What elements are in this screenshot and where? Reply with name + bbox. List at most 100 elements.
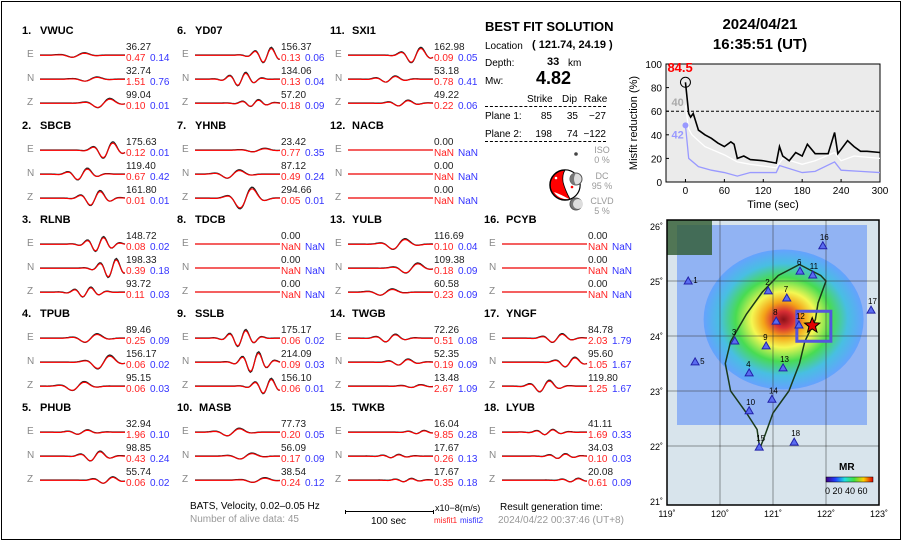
taiwan-coastline: [724, 263, 827, 450]
station-name: YHNB: [195, 120, 227, 132]
station-triangle-icon: [866, 305, 876, 314]
amplitude-value: 0.00: [434, 137, 454, 148]
station-name: VWUC: [40, 25, 74, 37]
misfit2-value: 0.02: [150, 360, 170, 371]
amplitude-value: 93.72: [126, 279, 152, 290]
amplitude-value: 77.73: [281, 419, 307, 430]
misfit1-value: 2.03: [588, 336, 608, 347]
synthetic-trace: [195, 148, 280, 153]
misfit-reduction-heatmap: [703, 249, 864, 390]
station-name: YD07: [195, 25, 223, 37]
misfit2-value: NaN: [458, 172, 479, 183]
iso-value: 0 %: [594, 155, 610, 165]
misfit1-value: NaN: [588, 290, 609, 301]
misfit1-value: 0.17: [281, 454, 301, 465]
station-triangle-icon: [778, 362, 788, 372]
misfit2-value: 0.01: [305, 196, 325, 207]
misfit1-value: 0.43: [126, 454, 146, 465]
depth-value: 33: [547, 56, 560, 68]
generation-time-value: 2024/04/22 00:37:46 (UT+8): [498, 515, 624, 526]
misfit1-value: 0.24: [281, 478, 301, 489]
amplitude-value: 0.00: [434, 161, 454, 172]
station-triangle-icon: [683, 275, 694, 285]
station-name: TDCB: [195, 214, 226, 226]
station-map-label: 9: [763, 333, 768, 342]
component-label: Z: [27, 97, 34, 108]
amplitude-value: 16.04: [434, 419, 460, 430]
plane-strike: 85: [540, 111, 552, 122]
amplitude-value: 0.00: [588, 255, 608, 266]
synthetic-trace: [502, 429, 587, 436]
component-label: E: [489, 332, 496, 343]
misfit2-value: 0.09: [458, 266, 478, 277]
misfit2-value: 0.24: [305, 172, 325, 183]
misfit1-value: 1.51: [126, 77, 146, 88]
synthetic-trace: [40, 76, 125, 82]
component-label: E: [182, 332, 189, 343]
dc-percent: DC 95 %: [588, 171, 616, 191]
component-label: E: [489, 238, 496, 249]
station-map-label: 18: [791, 429, 800, 438]
component-label: Z: [335, 97, 342, 108]
synthetic-trace: [195, 453, 280, 460]
station-number: 1.: [22, 25, 32, 37]
station-number: 8.: [177, 214, 187, 226]
colorbar-title: MR: [839, 462, 855, 473]
misfit1-legend: misfit1: [434, 516, 458, 525]
amplitude-value: 99.04: [126, 90, 152, 101]
amplitude-value: 87.12: [281, 161, 307, 172]
mechanism-component-icons: [569, 152, 583, 211]
synthetic-trace: [195, 352, 281, 373]
misfit1-value: 0.51: [434, 336, 454, 347]
misfit2-value: NaN: [612, 266, 633, 277]
y-tick-label: 40: [651, 131, 663, 142]
misfit1-value: 0.20: [281, 430, 301, 441]
misfit1-value: 0.61: [588, 478, 608, 489]
station-triangle-icon: [795, 266, 805, 275]
misfit2-value: NaN: [305, 290, 326, 301]
y-tick-label: 20: [651, 154, 663, 165]
component-label: E: [27, 332, 34, 343]
amplitude-value: 17.67: [434, 467, 460, 478]
station-number: 7.: [177, 120, 187, 132]
series-best-line: [684, 82, 881, 165]
synthetic-trace: [348, 334, 433, 343]
station-name: TPUB: [40, 308, 70, 320]
component-label: Z: [182, 192, 189, 203]
component-label: Z: [182, 286, 189, 297]
synthetic-trace: [502, 453, 588, 459]
station-number: 13.: [330, 214, 346, 226]
station-map-label: 6: [797, 258, 802, 267]
station-number: 16.: [484, 214, 500, 226]
misfit2-value: 0.06: [458, 101, 478, 112]
station-name: YULB: [352, 214, 382, 226]
synthetic-trace: [195, 99, 281, 107]
station-number: 12.: [330, 120, 346, 132]
misfit2-value: 0.02: [150, 478, 170, 489]
synthetic-trace: [348, 454, 433, 459]
misfit2-value: 0.09: [458, 290, 478, 301]
amplitude-value: 156.17: [126, 349, 157, 360]
y-tick-label: 80: [651, 84, 663, 95]
misfit1-value: 0.06: [126, 360, 146, 371]
synthetic-trace: [195, 72, 280, 86]
station-triangle-icon: [807, 269, 818, 279]
amplitude-value: 95.15: [126, 373, 152, 384]
y-tick-label: 100: [645, 60, 662, 71]
station-triangle-icon: [744, 367, 755, 377]
station-triangle-icon: [744, 405, 755, 415]
iso-label: ISO: [594, 145, 610, 155]
misfit2-value: 1.09: [458, 384, 478, 395]
misfit1-value: NaN: [434, 148, 455, 159]
misfit1-value: 0.10: [588, 454, 608, 465]
amplitude-value: 0.00: [281, 255, 301, 266]
station-name: LYUB: [506, 402, 535, 414]
misfit1-value: 0.49: [281, 172, 301, 183]
misfit1-value: NaN: [281, 266, 302, 277]
amplitude-value: 60.58: [434, 279, 460, 290]
synthetic-trace: [502, 478, 587, 483]
misfit2-value: 0.28: [458, 430, 478, 441]
amplitude-value: 116.69: [434, 231, 464, 242]
misfit2-value: 0.13: [458, 454, 478, 465]
